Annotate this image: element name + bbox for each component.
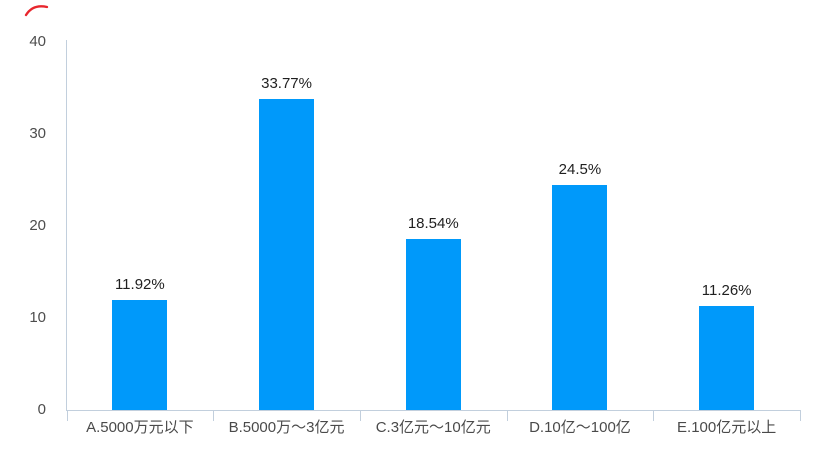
x-axis-line xyxy=(66,410,800,411)
bar-value-label: 24.5% xyxy=(558,160,602,178)
y-tick-label: 40 xyxy=(29,33,46,50)
x-category-label: C.3亿元～10亿元 xyxy=(375,419,491,436)
x-axis-tick xyxy=(506,410,508,421)
y-tick-label: 0 xyxy=(37,401,46,418)
x-category-label: A.5000万元以下 xyxy=(86,419,194,436)
bar xyxy=(259,99,315,410)
x-axis-tick xyxy=(213,410,215,421)
y-tick-label: 30 xyxy=(29,125,46,142)
bar-value-label: 18.54% xyxy=(407,215,459,233)
x-axis-tick xyxy=(66,410,68,421)
y-axis-line xyxy=(66,40,67,410)
bar xyxy=(699,306,755,410)
x-axis-tick xyxy=(359,410,361,421)
bar-value-label: 11.92% xyxy=(114,276,165,294)
x-category-label: B.5000万～3亿元 xyxy=(228,419,345,436)
x-axis-tick xyxy=(653,410,655,421)
y-tick-label: 10 xyxy=(29,309,46,326)
red-pen-mark-icon xyxy=(24,5,49,17)
x-category-label: E.100亿元以上 xyxy=(677,419,777,436)
y-tick-label: 20 xyxy=(29,217,46,234)
bar-value-label: 11.26% xyxy=(701,282,752,300)
bar xyxy=(552,184,608,410)
x-category-label: D.10亿～100亿 xyxy=(529,419,631,436)
bar xyxy=(112,300,168,410)
bar-value-label: 33.77% xyxy=(261,75,312,93)
x-axis-tick xyxy=(800,410,801,421)
bar xyxy=(405,239,461,410)
